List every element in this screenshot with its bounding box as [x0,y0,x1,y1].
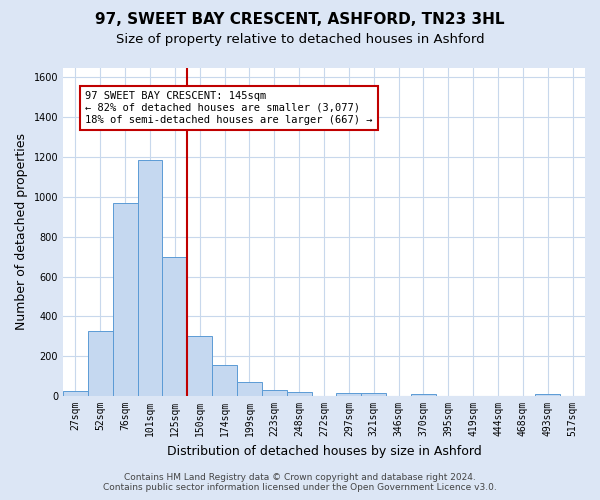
Bar [212,365,237,396]
Bar [187,336,212,396]
Bar [287,392,311,396]
Text: Contains HM Land Registry data © Crown copyright and database right 2024.
Contai: Contains HM Land Registry data © Crown c… [103,473,497,492]
Bar [113,203,137,396]
Text: 97, SWEET BAY CRESCENT, ASHFORD, TN23 3HL: 97, SWEET BAY CRESCENT, ASHFORD, TN23 3H… [95,12,505,28]
Bar [337,393,361,396]
Bar [361,393,386,396]
Y-axis label: Number of detached properties: Number of detached properties [15,134,28,330]
Bar [535,394,560,396]
Text: 97 SWEET BAY CRESCENT: 145sqm
← 82% of detached houses are smaller (3,077)
18% o: 97 SWEET BAY CRESCENT: 145sqm ← 82% of d… [85,92,373,124]
Bar [88,332,113,396]
Bar [137,160,163,396]
Text: Size of property relative to detached houses in Ashford: Size of property relative to detached ho… [116,32,484,46]
Bar [63,391,88,396]
Bar [262,390,287,396]
Bar [411,394,436,396]
Bar [163,256,187,396]
Bar [237,382,262,396]
X-axis label: Distribution of detached houses by size in Ashford: Distribution of detached houses by size … [167,444,481,458]
